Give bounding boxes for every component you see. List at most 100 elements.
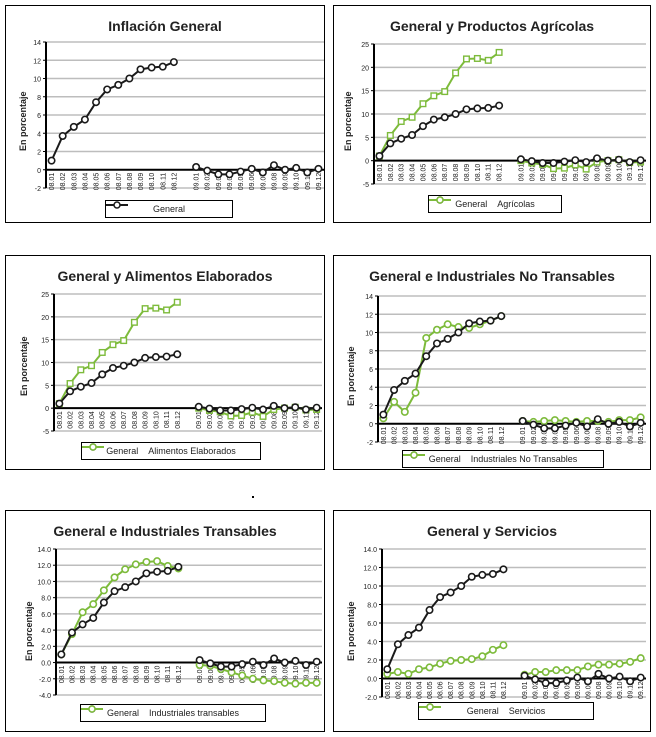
x-tick-label: 08.07: [448, 681, 455, 699]
data-point: [457, 582, 466, 591]
x-tick-label: 08.11: [486, 164, 493, 181]
x-tick-label: 08.06: [112, 665, 119, 683]
x-tick-label: 08.02: [388, 164, 395, 182]
data-point: [238, 671, 247, 680]
data-point: [531, 668, 540, 677]
data-point: [109, 341, 117, 349]
data-point: [120, 337, 128, 345]
x-tick-label: 09.10: [617, 681, 624, 699]
x-tick-label: 09.06: [249, 173, 256, 191]
y-axis-label: En porcentaje: [346, 601, 356, 661]
legend-item: General: [82, 443, 139, 456]
y-tick-label: 2.0: [41, 644, 51, 651]
data-point: [527, 157, 536, 166]
legend-item: General: [429, 196, 487, 209]
data-point: [55, 399, 64, 408]
data-point: [386, 131, 394, 139]
data-point: [478, 570, 487, 579]
y-tick-label: -2.0: [39, 677, 51, 684]
x-tick-label: 09.01: [518, 164, 525, 182]
x-tick-label: 09.09: [605, 164, 612, 182]
data-point: [214, 170, 223, 179]
data-point: [446, 656, 455, 665]
x-tick-label: 09.02: [208, 665, 215, 683]
data-point: [549, 159, 558, 168]
chart-title: Inflación General: [108, 18, 222, 34]
data-point: [280, 658, 289, 667]
data-point: [162, 352, 171, 361]
y-tick-label: 10: [41, 361, 49, 368]
x-tick-label: 09.11: [303, 411, 310, 428]
x-tick-label: 08.06: [110, 411, 117, 429]
data-point: [66, 380, 74, 388]
y-tick-label: 0: [37, 168, 41, 175]
chart-svg: -4.0 -2.0 0.0 2.0 4.0 6.0 8.0 10.0 12.0 14.0 08.01…: [37, 547, 322, 700]
data-point: [636, 654, 645, 663]
x-tick-label: 08.01: [57, 411, 64, 429]
series-line-general: [50, 61, 175, 162]
data-point: [593, 415, 602, 424]
legend-label: General: [106, 446, 139, 456]
x-tick-label: 08.04: [416, 681, 423, 699]
x-tick-label: 09.12: [314, 665, 321, 683]
x-tick-label: 08.12: [501, 681, 508, 699]
y-tick-label: 15: [361, 89, 369, 96]
data-point: [47, 156, 56, 165]
data-point: [80, 115, 89, 124]
x-tick-label: 09.03: [540, 164, 547, 182]
x-tick-label: 08.08: [459, 681, 466, 699]
legend-item: Agrícolas: [429, 196, 535, 209]
data-point: [488, 645, 497, 654]
data-point: [488, 569, 497, 578]
y-tick-label: 25: [361, 42, 369, 49]
data-point: [152, 304, 160, 312]
data-point: [625, 422, 634, 431]
x-tick-label: 09.08: [595, 164, 602, 182]
y-tick-label: 12.0: [37, 563, 51, 570]
series-line-general: [60, 565, 179, 655]
data-point: [499, 565, 508, 574]
x-tick-label: 08.10: [477, 427, 484, 445]
data-point: [414, 665, 423, 674]
data-point: [561, 421, 570, 430]
chart-legend: General Industriales transables: [80, 704, 266, 722]
data-point: [436, 659, 445, 668]
legend-item: General: [419, 703, 499, 716]
x-tick-label: 08.12: [171, 173, 178, 191]
data-point: [475, 317, 484, 326]
x-tick-label: 08.11: [165, 665, 172, 682]
y-tick-label: 0: [45, 406, 49, 413]
data-point: [615, 659, 624, 668]
data-point: [312, 403, 321, 412]
x-tick-label: 08.07: [121, 411, 128, 429]
data-point: [269, 161, 278, 170]
y-tick-label: 0.0: [41, 661, 51, 668]
x-tick-label: 09.07: [585, 681, 592, 699]
y-axis-label: En porcentaje: [18, 91, 28, 151]
data-point: [425, 606, 434, 615]
x-tick-label: 09.08: [596, 681, 603, 699]
legend-swatch-icon: [429, 196, 451, 204]
data-point: [98, 348, 106, 356]
x-tick-label: 08.04: [91, 665, 98, 683]
y-tick-label: 6.0: [41, 612, 51, 619]
data-point: [216, 406, 225, 415]
x-tick-label: 08.09: [143, 411, 150, 429]
data-point: [174, 562, 183, 571]
legend-label: General: [152, 204, 186, 214]
x-tick-label: 09.02: [533, 681, 540, 699]
data-point: [312, 678, 321, 687]
x-tick-label: 09.06: [250, 411, 257, 429]
x-tick-label: 09.05: [562, 164, 569, 182]
data-point: [422, 333, 431, 342]
data-point: [560, 157, 569, 166]
data-point: [636, 156, 645, 165]
x-tick-label: 09.07: [261, 665, 268, 683]
x-tick-label: 09.10: [294, 173, 301, 191]
x-tick-label: 09.10: [293, 665, 300, 683]
data-point: [131, 577, 140, 586]
x-tick-label: 09.10: [293, 411, 300, 429]
data-point: [125, 74, 134, 83]
x-tick-label: 09.12: [638, 427, 645, 445]
y-tick-label: 10.0: [37, 579, 51, 586]
